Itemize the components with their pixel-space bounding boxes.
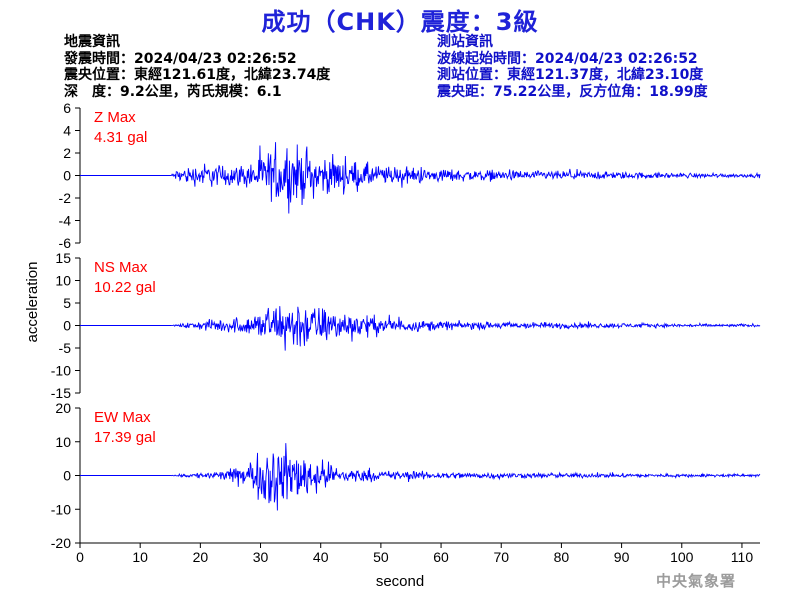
max-value: 17.39 gal (94, 429, 156, 446)
y-tick-label: 10 (55, 434, 71, 450)
station-info-heading: 測站資訊 (437, 34, 493, 50)
y-tick-label: -6 (59, 235, 72, 251)
x-tick-label: 40 (313, 549, 329, 565)
y-tick-label: -5 (59, 340, 72, 356)
station-location: 測站位置：東經121.37度，北緯23.10度 (437, 67, 704, 83)
y-tick-label: -15 (51, 385, 71, 401)
epicenter-location: 震央位置：東經121.61度，北緯23.74度 (64, 67, 331, 83)
earthquake-info: 地震資訊 發震時間：2024/04/23 02:26:52 震央位置：東經121… (64, 34, 330, 100)
max-label: EW Max (94, 409, 151, 426)
y-tick-label: 0 (63, 168, 71, 184)
x-tick-label: 90 (614, 549, 630, 565)
y-tick-label: 0 (63, 318, 71, 334)
y-tick-label: -10 (51, 501, 71, 517)
x-axis-title: second (376, 573, 424, 590)
panel-z: 6 4 2 0 -2 -4 -6 Z Max 4.31 gal (59, 100, 761, 251)
y-tick-label: 10 (55, 273, 71, 289)
x-tick-label: 0 (76, 549, 84, 565)
waveform-start-time: 波線起始時間：2024/04/23 02:26:52 (437, 50, 698, 67)
x-tick-label: 70 (493, 549, 509, 565)
x-tick-label: 80 (554, 549, 570, 565)
depth-magnitude: 深 度：9.2公里，芮氏規模：6.1 (64, 83, 282, 100)
page-title: 成功（CHK）震度：3級 (261, 8, 539, 36)
y-tick-label: -2 (59, 190, 72, 206)
y-tick-label: -10 (51, 363, 71, 379)
epicentral-distance: 震央距：75.22公里，反方位角：18.99度 (437, 83, 708, 100)
y-tick-label: 4 (63, 123, 71, 139)
x-tick-label: 20 (193, 549, 209, 565)
y-tick-label: 20 (55, 400, 71, 416)
y-tick-label: 0 (63, 468, 71, 484)
x-tick-label: 110 (731, 549, 754, 565)
max-value: 4.31 gal (94, 129, 147, 146)
y-tick-label: -20 (51, 535, 71, 551)
x-tick-label: 50 (373, 549, 389, 565)
waveform-z (80, 142, 761, 214)
y-tick-label: 5 (63, 295, 71, 311)
waveform-ew (80, 443, 761, 511)
waveform-ns (80, 306, 761, 351)
max-value: 10.22 gal (94, 279, 156, 296)
y-tick-label: 2 (63, 145, 71, 161)
station-info: 測站資訊 波線起始時間：2024/04/23 02:26:52 測站位置：東經1… (437, 34, 708, 100)
x-tick-label: 10 (132, 549, 148, 565)
max-label: NS Max (94, 259, 148, 276)
earthquake-info-heading: 地震資訊 (64, 34, 120, 50)
y-tick-label: 15 (55, 250, 71, 266)
y-axis-title: acceleration (24, 262, 41, 343)
max-label: Z Max (94, 109, 136, 126)
y-tick-label: 6 (63, 100, 71, 116)
x-tick-label: 30 (253, 549, 269, 565)
x-tick-label: 100 (670, 549, 694, 565)
panel-ns: 15 10 5 0 -5 -10 -15 NS Max 10.22 gal (51, 250, 761, 401)
x-tick-label: 60 (433, 549, 449, 565)
agency-credit: 中央氣象署 (656, 572, 737, 590)
panel-ew: 20 10 0 -10 -20 EW Max 17.39 gal (51, 400, 761, 551)
origin-time: 發震時間：2024/04/23 02:26:52 (64, 50, 297, 67)
y-tick-label: -4 (59, 213, 72, 229)
